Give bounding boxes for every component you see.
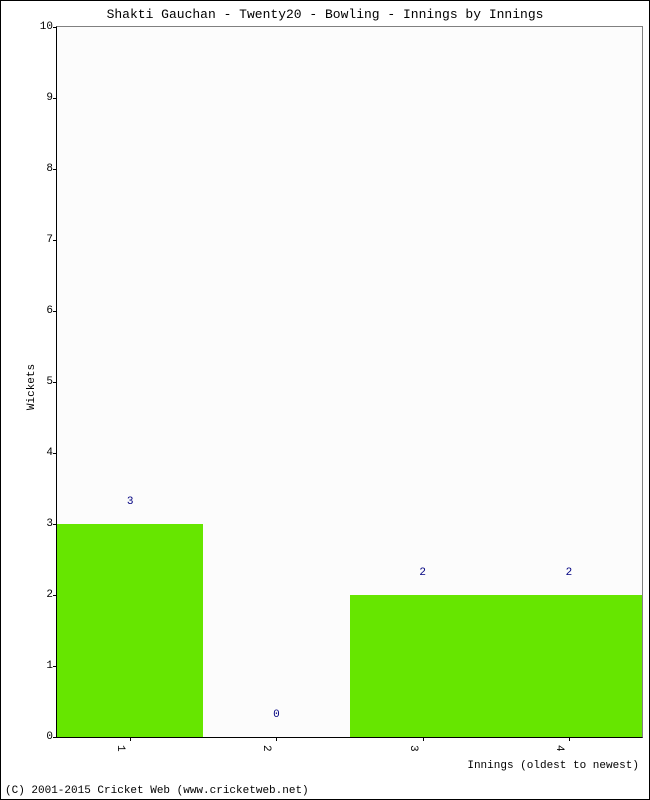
bar-value-label: 3 bbox=[127, 496, 134, 510]
bar-value-label: 2 bbox=[566, 567, 573, 581]
x-axis-label: Innings (oldest to newest) bbox=[467, 760, 639, 772]
y-tick-label: 1 bbox=[46, 660, 57, 672]
plot-area: 01234567891013203242 bbox=[56, 26, 643, 738]
x-tick-mark bbox=[423, 737, 424, 741]
x-tick-label: 1 bbox=[114, 745, 126, 752]
y-tick-label: 7 bbox=[46, 234, 57, 246]
y-tick-label: 3 bbox=[46, 518, 57, 530]
bar bbox=[350, 595, 496, 737]
copyright-text: (C) 2001-2015 Cricket Web (www.cricketwe… bbox=[5, 785, 309, 797]
x-tick-label: 3 bbox=[407, 745, 419, 752]
y-tick-label: 5 bbox=[46, 376, 57, 388]
x-tick-mark bbox=[130, 737, 131, 741]
x-tick-mark bbox=[276, 737, 277, 741]
bar bbox=[496, 595, 642, 737]
x-tick-label: 4 bbox=[553, 745, 565, 752]
y-axis-label: Wickets bbox=[26, 364, 38, 410]
y-tick-label: 10 bbox=[40, 21, 57, 33]
bar-value-label: 2 bbox=[419, 567, 426, 581]
x-tick-mark bbox=[569, 737, 570, 741]
x-tick-label: 2 bbox=[260, 745, 272, 752]
y-tick-label: 0 bbox=[46, 731, 57, 743]
y-tick-label: 8 bbox=[46, 163, 57, 175]
y-tick-label: 9 bbox=[46, 92, 57, 104]
chart-title: Shakti Gauchan - Twenty20 - Bowling - In… bbox=[1, 7, 649, 22]
bar bbox=[57, 524, 203, 737]
y-tick-label: 2 bbox=[46, 589, 57, 601]
chart-container: Shakti Gauchan - Twenty20 - Bowling - In… bbox=[0, 0, 650, 800]
bar-value-label: 0 bbox=[273, 709, 280, 723]
y-tick-label: 4 bbox=[46, 447, 57, 459]
y-tick-label: 6 bbox=[46, 305, 57, 317]
